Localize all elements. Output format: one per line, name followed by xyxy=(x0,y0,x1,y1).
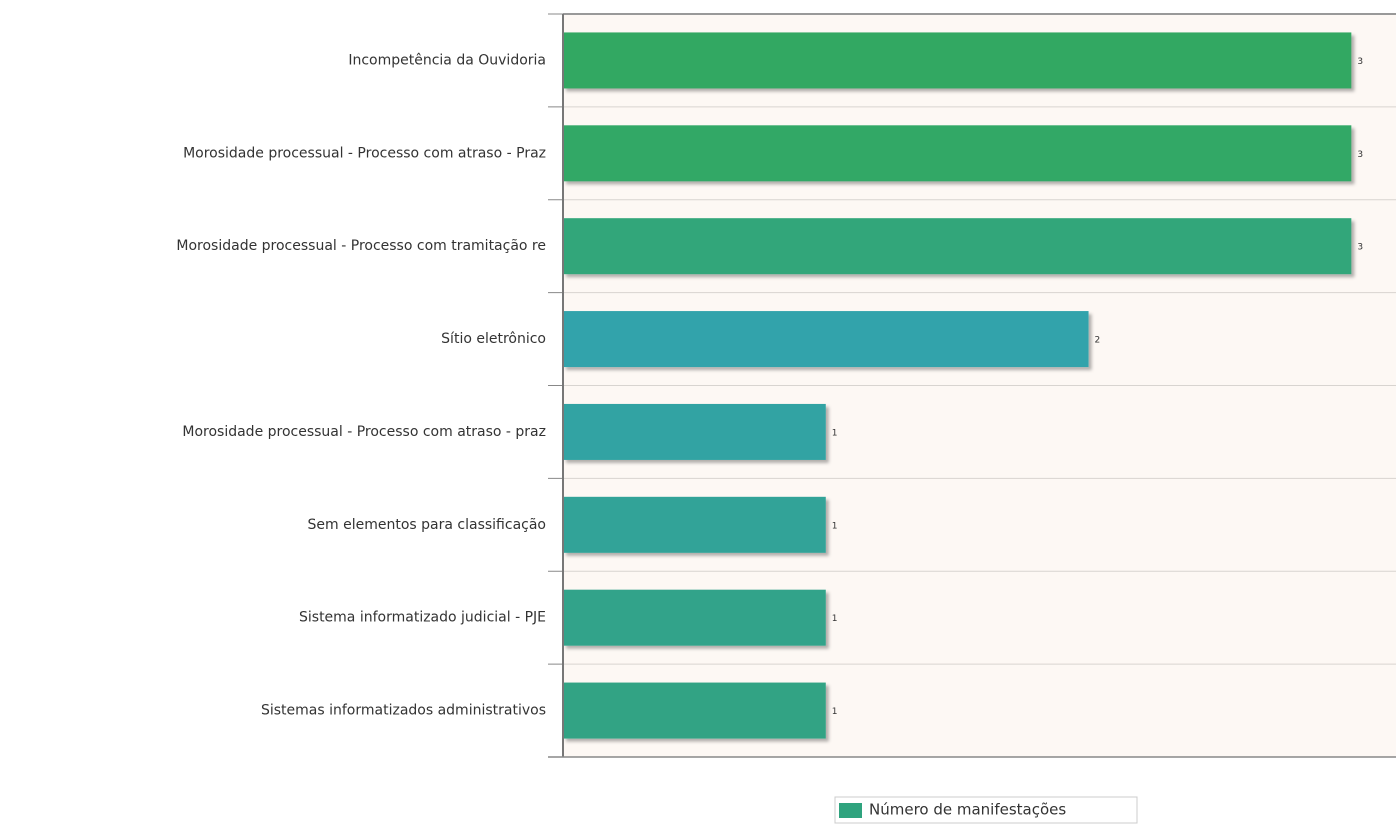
value-label: 1 xyxy=(832,614,838,624)
bar xyxy=(563,682,826,739)
value-label: 1 xyxy=(832,521,838,531)
value-label: 3 xyxy=(1357,150,1363,160)
bar xyxy=(563,496,826,553)
legend-box xyxy=(834,796,1138,824)
y-tick-label: Sem elementos para classificação xyxy=(308,517,546,533)
y-tick-label: Incompetência da Ouvidoria xyxy=(348,52,546,68)
bar xyxy=(563,32,1352,89)
y-tick-label: Sistema informatizado judicial - PJE xyxy=(299,610,546,626)
y-tick-label: Sistemas informatizados administrativos xyxy=(261,703,546,719)
value-label: 3 xyxy=(1357,57,1363,67)
bar xyxy=(563,125,1352,182)
legend-label: Número de manifestações xyxy=(869,801,1066,819)
value-label: 1 xyxy=(832,707,838,717)
bar xyxy=(563,403,826,460)
y-tick-label: Morosidade processual - Processo com tra… xyxy=(176,238,546,254)
bar xyxy=(563,311,1089,368)
legend-swatch xyxy=(839,803,862,818)
value-label: 3 xyxy=(1357,243,1363,253)
bar xyxy=(563,589,826,646)
y-tick-label: Sítio eletrônico xyxy=(441,331,546,347)
value-label: 1 xyxy=(832,428,838,438)
y-tick-label: Morosidade processual - Processo com atr… xyxy=(183,145,546,161)
bar xyxy=(563,218,1352,275)
value-label: 2 xyxy=(1095,336,1101,346)
y-tick-label: Morosidade processual - Processo com atr… xyxy=(182,424,546,440)
